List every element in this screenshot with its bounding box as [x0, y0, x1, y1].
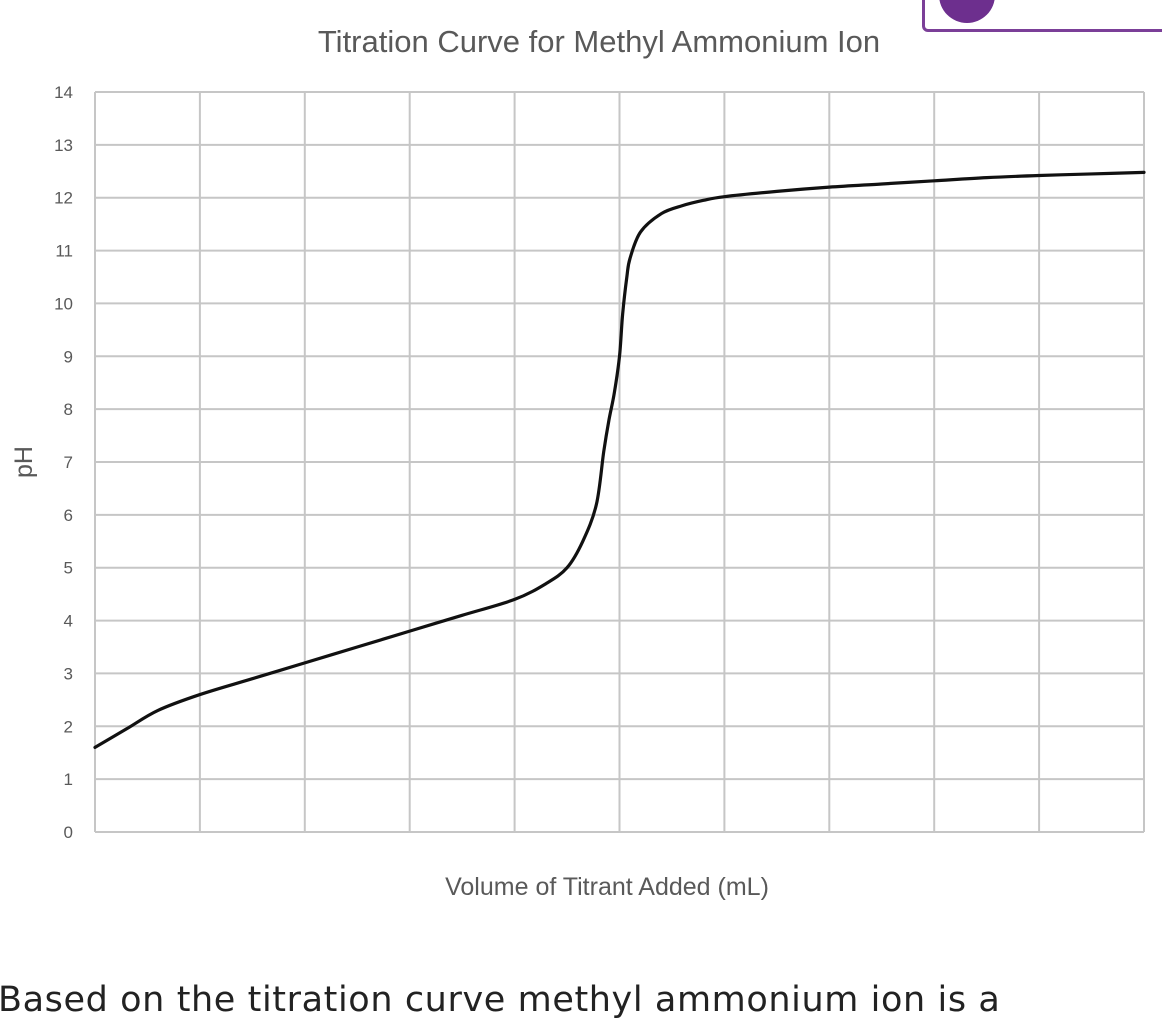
x-axis-label: Volume of Titrant Added (mL): [445, 873, 769, 901]
y-tick-label: 10: [54, 294, 73, 313]
y-tick-label: 4: [64, 612, 73, 631]
y-tick-label: 6: [64, 506, 73, 525]
y-tick-label: 7: [64, 453, 73, 472]
y-tick-label: 2: [64, 717, 73, 736]
widget-badge-icon: [939, 0, 995, 23]
chart-title: Titration Curve for Methyl Ammonium Ion: [318, 24, 880, 59]
chart-grid: [94, 91, 1145, 833]
y-tick-label: 1: [64, 770, 73, 789]
question-text: Based on the titration curve methyl ammo…: [0, 980, 1001, 1020]
y-tick-label: 13: [54, 136, 73, 155]
partial-answer-widget[interactable]: [922, 0, 1162, 32]
y-tick-label: 3: [64, 664, 73, 683]
y-tick-label: 5: [64, 559, 73, 578]
y-tick-label: 14: [54, 83, 73, 102]
y-axis-label: pH: [10, 446, 38, 478]
titration-curve-line: [93, 170, 1146, 750]
titration-chart: Titration Curve for Methyl Ammonium Ion …: [10, 24, 1146, 901]
y-tick-label: 12: [54, 189, 73, 208]
y-tick-label: 0: [64, 823, 73, 842]
y-tick-label: 9: [64, 347, 73, 366]
y-tick-label: 11: [55, 242, 73, 261]
y-tick-label: 8: [64, 400, 73, 419]
